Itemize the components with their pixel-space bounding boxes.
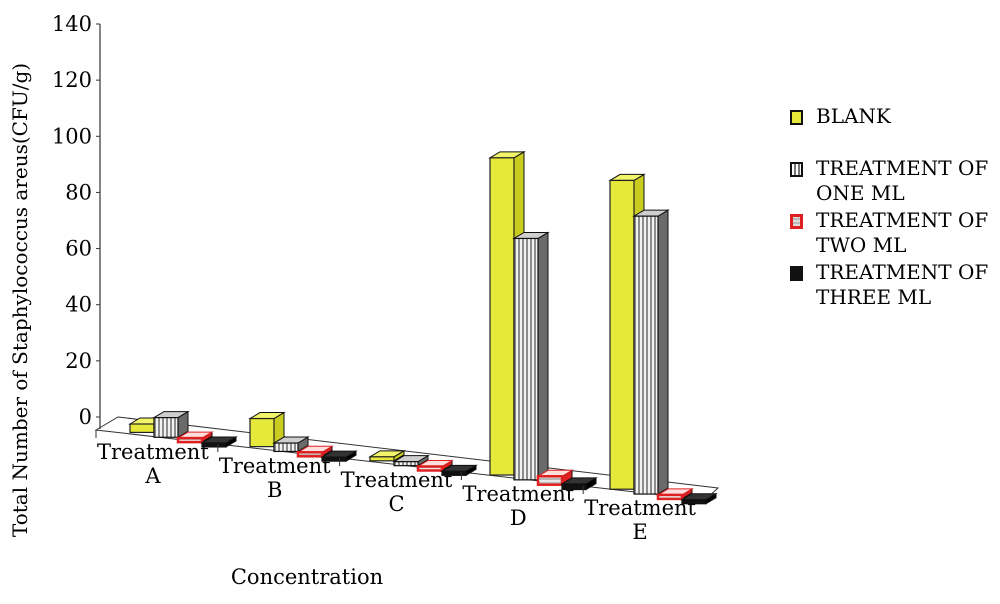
legend-label: BLANK	[816, 104, 891, 128]
bar	[512, 231, 550, 481]
bar	[632, 209, 670, 495]
y-tick-label: 80	[65, 180, 92, 204]
x-tick-label: Treatment C	[341, 468, 453, 516]
x-tick-label: Treatment E	[584, 496, 696, 544]
y-axis-label: Total Number of Staphylococcus areus(CFU…	[8, 63, 32, 537]
bar	[272, 436, 310, 453]
legend-swatch	[790, 266, 803, 281]
legend-label: TREATMENT OF TWO ML	[816, 208, 989, 257]
bar	[200, 436, 238, 448]
x-tick-label: Treatment A	[97, 440, 209, 488]
bar	[176, 431, 214, 444]
bar	[536, 469, 574, 486]
bar	[296, 445, 334, 458]
y-tick-label: 60	[65, 237, 92, 261]
y-tick-label: 20	[65, 349, 92, 373]
y-tick-label: 40	[65, 293, 92, 317]
y-tick-label: 140	[52, 12, 92, 36]
bar	[416, 459, 454, 472]
x-axis-label: Concentration	[231, 565, 383, 589]
y-tick-label: 100	[52, 124, 92, 148]
legend-item: TREATMENT OF ONE ML	[790, 156, 1000, 208]
bar	[392, 454, 430, 467]
bar	[440, 464, 478, 477]
legend-item: TREATMENT OF THREE ML	[790, 260, 1000, 312]
x-tick-label: Treatment B	[219, 454, 331, 502]
bar	[368, 449, 406, 462]
legend-swatch	[790, 162, 803, 177]
legend-item: BLANK	[790, 104, 1000, 156]
legend-label: TREATMENT OF ONE ML	[816, 156, 989, 205]
bar	[248, 411, 286, 448]
y-tick-label: 120	[52, 68, 92, 92]
legend-item: TREATMENT OF TWO ML	[790, 208, 1000, 260]
bar	[152, 410, 190, 439]
x-tick-label: Treatment D	[462, 482, 574, 530]
legend: BLANK TREATMENT OF ONE ML TREATMENT OF TWO…	[790, 104, 1000, 312]
y-tick-label: 0	[79, 405, 92, 429]
bar	[680, 492, 718, 505]
bar	[560, 477, 598, 491]
legend-swatch	[790, 214, 803, 229]
legend-swatch	[790, 110, 803, 125]
bar	[656, 488, 694, 501]
bar	[320, 450, 358, 463]
legend-label: TREATMENT OF THREE ML	[816, 260, 989, 309]
